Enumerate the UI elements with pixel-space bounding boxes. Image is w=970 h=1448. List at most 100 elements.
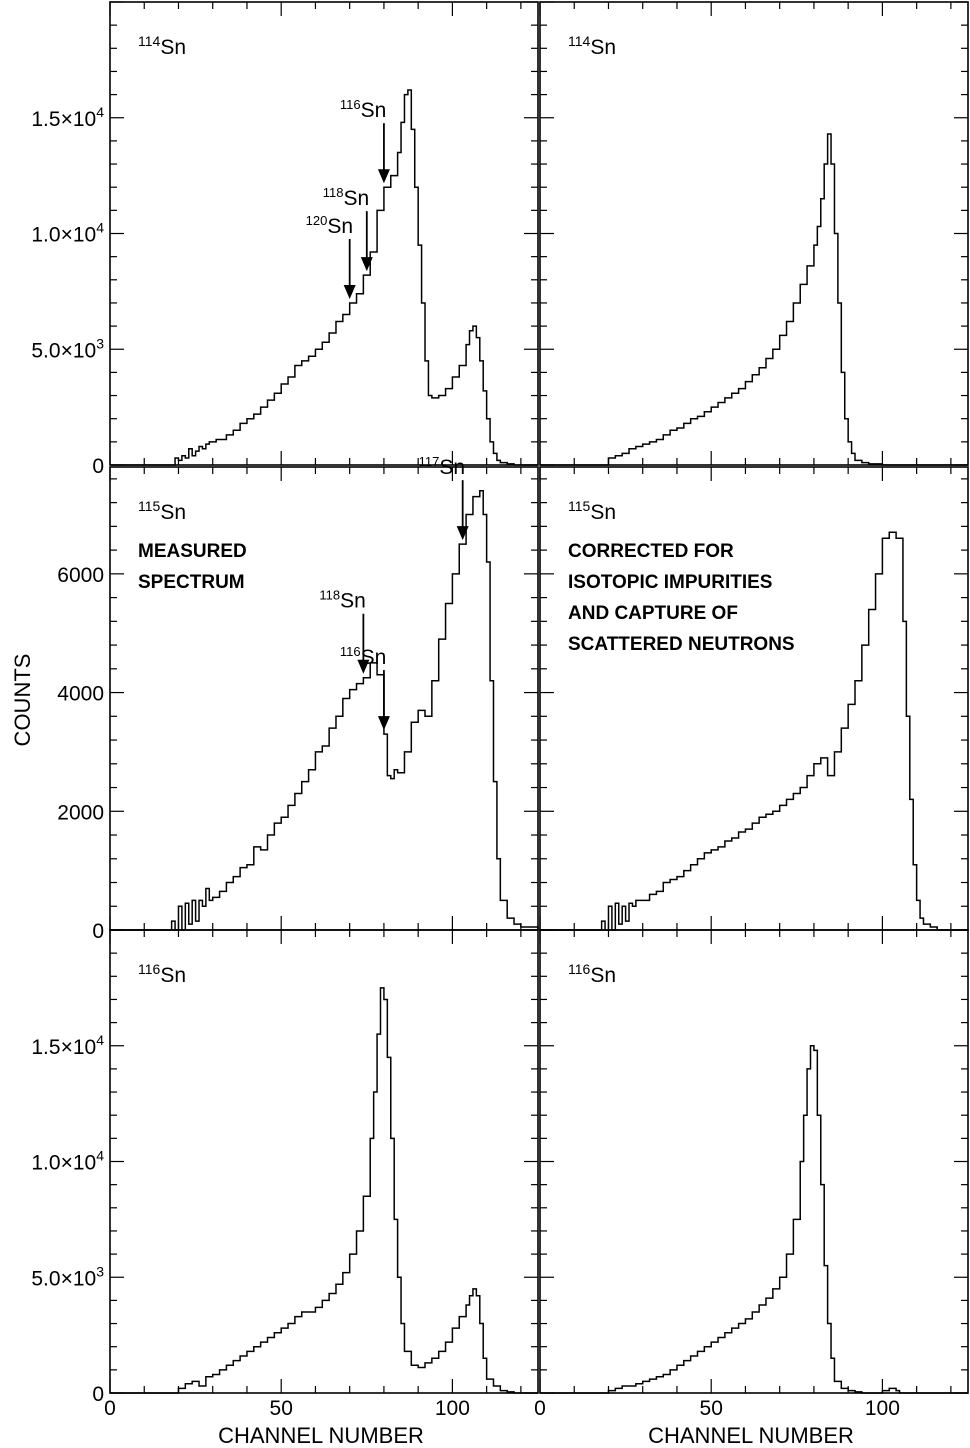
x-tick-label: 100 — [435, 1397, 470, 1420]
y-tick-label-base: 1.0×10 — [31, 224, 96, 247]
marker-label: 120Sn — [306, 213, 353, 238]
y-tick-label-base: 1.0×10 — [31, 1152, 96, 1175]
panel-note-line: ISOTOPIC IMPURITIES — [568, 572, 772, 593]
y-tick-label-base: 0 — [92, 1383, 104, 1406]
isotope-label: 115Sn — [568, 498, 616, 524]
panel-note-line: SCATTERED NEUTRONS — [568, 634, 795, 655]
marker-label-symbol: Sn — [344, 187, 370, 210]
y-tick-label-base: 4000 — [57, 683, 104, 706]
y-tick-label: 1.5×104 — [31, 104, 104, 131]
isotope-label-symbol: Sn — [590, 501, 616, 524]
marker-arrow-head — [377, 169, 390, 184]
isotope-label-mass: 116 — [138, 961, 161, 977]
panel-p115_corrected: 115Sn CORRECTED FOR ISOTOPIC IMPURITIES AND… — [539, 466, 969, 931]
panel-frame — [539, 1, 969, 466]
spectrum-line — [110, 89, 538, 466]
x-tick-label: 0 — [104, 1397, 116, 1420]
y-tick-label-exponent: 3 — [96, 335, 104, 351]
isotope-label: 115Sn — [138, 498, 186, 524]
y-tick-label: 1.5×104 — [31, 1032, 104, 1059]
marker-label-mass: 116 — [340, 97, 361, 112]
y-tick-label-base: 2000 — [57, 801, 104, 824]
isotope-label-mass: 115 — [138, 498, 161, 514]
x-tick-label: 50 — [270, 1397, 293, 1420]
marker-label-mass: 117 — [419, 454, 440, 469]
marker-label-symbol: Sn — [439, 456, 465, 479]
panel-note-line: MEASURED — [138, 541, 247, 562]
y-tick-label-base: 6000 — [57, 564, 104, 587]
isotope-label-symbol: Sn — [160, 36, 186, 59]
spectrum-line — [540, 531, 968, 931]
y-tick-label: 0 — [92, 920, 104, 943]
x-tick-label: 100 — [865, 1397, 900, 1420]
x-axis-title-right: CHANNEL NUMBER — [648, 1423, 854, 1448]
y-tick-label: 0 — [92, 455, 104, 478]
y-tick-label: 4000 — [57, 683, 104, 706]
panel-frame — [109, 929, 539, 1394]
y-tick-label: 6000 — [57, 564, 104, 587]
panel-note-line: CORRECTED FOR — [568, 541, 734, 562]
x-tick-label: 50 — [700, 1397, 723, 1420]
isotope-label-mass: 115 — [568, 498, 591, 514]
isotope-label-symbol: Sn — [160, 964, 186, 987]
marker-label-mass: 116 — [340, 644, 361, 659]
y-tick-label-exponent: 4 — [96, 220, 104, 236]
isotope-label-symbol: Sn — [590, 36, 616, 59]
spectrum-line — [540, 1045, 968, 1394]
isotope-label: 116Sn — [568, 961, 616, 987]
panels-layer: 05.0×1031.0×1041.5×104114Sn116Sn118Sn120… — [31, 1, 969, 1420]
marker-label-symbol: Sn — [361, 99, 387, 122]
marker-label: 118Sn — [319, 588, 365, 613]
y-tick-label-exponent: 4 — [96, 1032, 104, 1048]
x-axis-title-left: CHANNEL NUMBER — [218, 1423, 424, 1448]
isotope-label-mass: 114 — [568, 33, 591, 49]
marker-label: 117Sn — [419, 454, 465, 479]
marker-label: 118Sn — [323, 185, 369, 210]
isotope-label-mass: 116 — [568, 961, 591, 977]
y-tick-label: 0 — [92, 1383, 104, 1406]
marker-arrow-head — [456, 526, 469, 541]
y-tick-label-base: 0 — [92, 920, 104, 943]
panel-frame — [539, 929, 969, 1394]
marker-label-mass: 120 — [306, 213, 328, 228]
panel-frame — [109, 466, 539, 931]
y-tick-label-base: 1.5×10 — [31, 1036, 96, 1059]
y-tick-label: 5.0×103 — [31, 335, 104, 362]
isotope-label-symbol: Sn — [590, 964, 616, 987]
y-axis-title: COUNTS — [10, 654, 35, 747]
isotope-label-symbol: Sn — [160, 501, 186, 524]
spectrum-line — [110, 987, 538, 1394]
y-tick-label: 2000 — [57, 801, 104, 824]
isotope-label: 114Sn — [138, 33, 186, 59]
marker-arrow-head — [377, 716, 390, 731]
y-tick-label-base: 1.5×10 — [31, 108, 96, 131]
panel-note-line: SPECTRUM — [138, 572, 245, 593]
spectrum-line — [110, 489, 539, 931]
marker-label: 116Sn — [340, 97, 386, 122]
panel-note-line: AND CAPTURE OF — [568, 603, 738, 624]
spectrum-line — [540, 133, 968, 466]
marker-label-mass: 118 — [323, 185, 344, 200]
marker-label-mass: 118 — [319, 588, 340, 603]
marker-arrow-head — [357, 659, 370, 674]
y-tick-label-base: 5.0×10 — [31, 1267, 96, 1290]
marker-arrow-head — [360, 257, 373, 272]
y-tick-label-exponent: 4 — [96, 104, 104, 120]
isotope-label: 116Sn — [138, 961, 186, 987]
y-tick-label-base: 0 — [92, 455, 104, 478]
marker-arrow-head — [343, 284, 356, 299]
panel-frame — [539, 466, 969, 931]
y-tick-label-exponent: 3 — [96, 1263, 104, 1279]
x-tick-label: 0 — [534, 1397, 546, 1420]
y-tick-label-base: 5.0×10 — [31, 339, 96, 362]
marker-label-symbol: Sn — [340, 590, 366, 613]
panel-p114_measured: 05.0×1031.0×1041.5×104114Sn116Sn118Sn120… — [31, 1, 539, 478]
isotope-label: 114Sn — [568, 33, 616, 59]
panel-frame — [109, 1, 539, 466]
panel-p116_corrected: 0 50 100 116Sn — [534, 929, 969, 1420]
panel-p114_corrected: 114Sn — [539, 1, 969, 466]
y-tick-label-exponent: 4 — [96, 1148, 104, 1164]
marker-label-symbol: Sn — [327, 215, 353, 238]
